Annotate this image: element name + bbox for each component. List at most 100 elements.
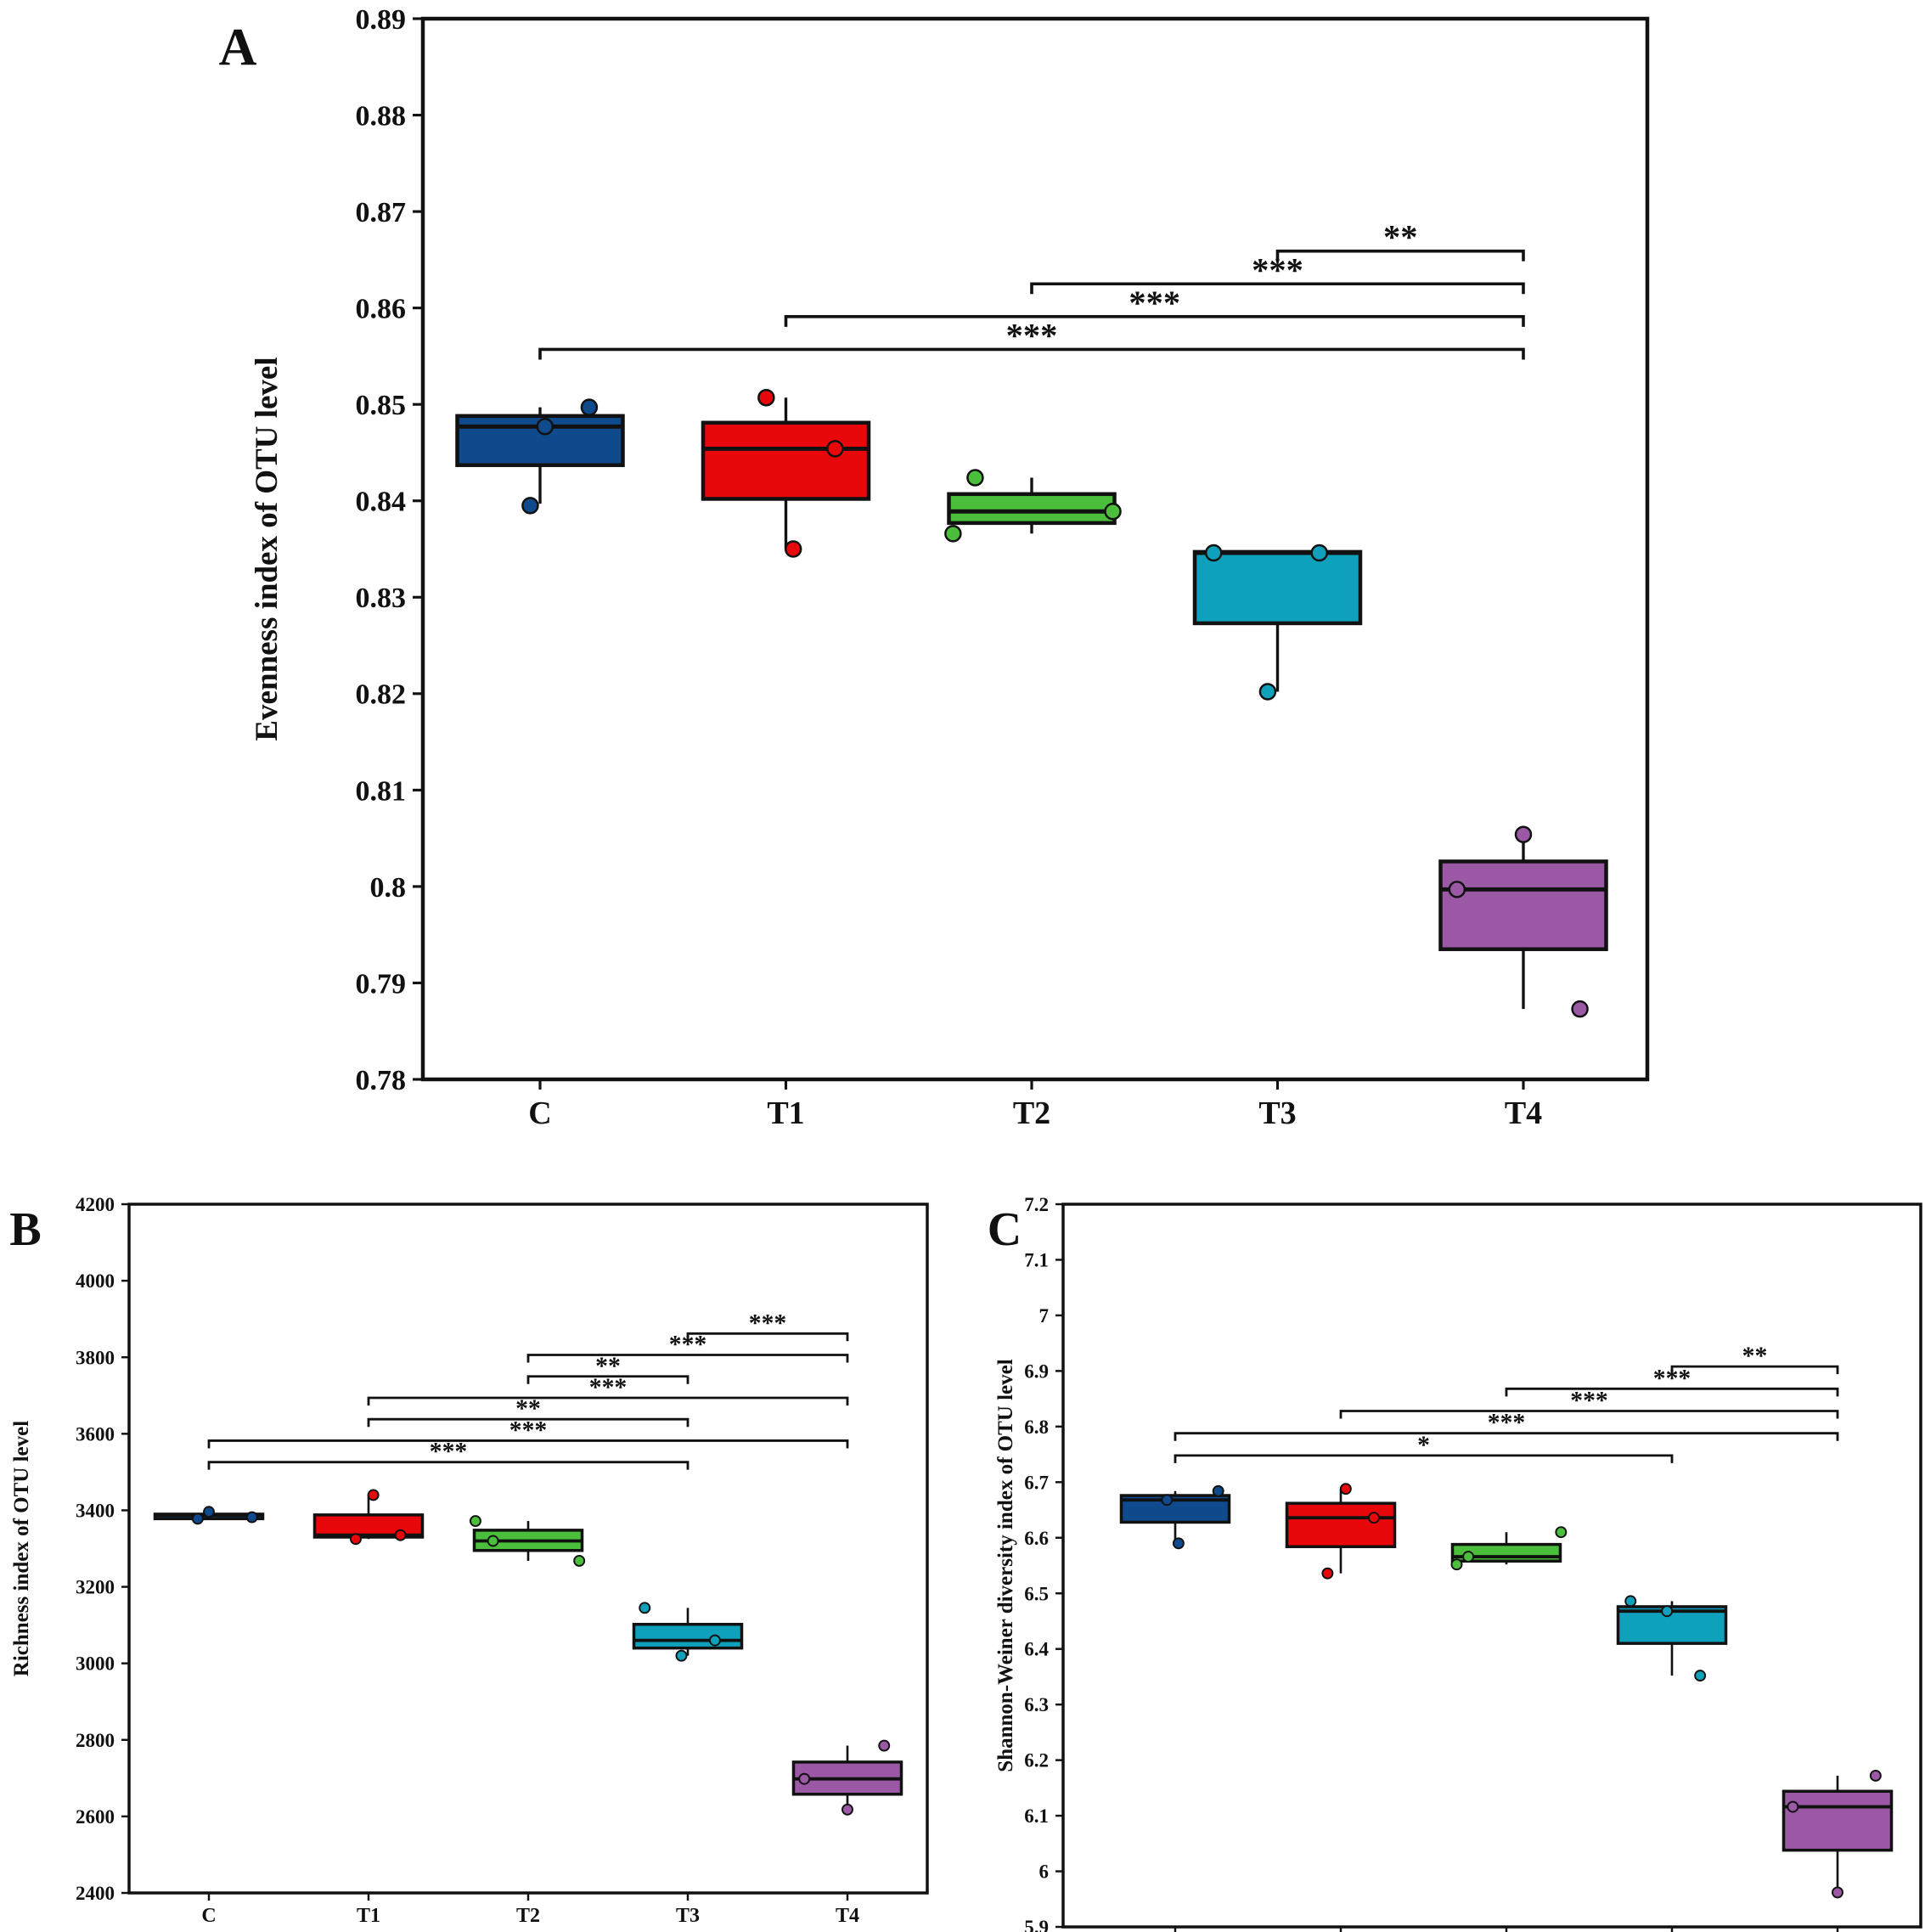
significance-bracket xyxy=(526,1354,849,1363)
data-point-c xyxy=(203,1506,215,1518)
data-point-t3 xyxy=(639,1602,651,1614)
significance-bracket xyxy=(538,347,1525,360)
x-tick-label-t4: T4 xyxy=(1505,1096,1542,1131)
significance-label: ** xyxy=(595,1353,621,1380)
data-point-t3 xyxy=(1661,1605,1674,1618)
y-tick-label: 6.3 xyxy=(1024,1694,1049,1715)
significance-label: *** xyxy=(1653,1365,1691,1392)
y-tick-label: 0.78 xyxy=(356,1065,407,1096)
panel-a: A Evenness index of OTU level 0.78 0.79 0.8 0… xyxy=(219,4,1650,1131)
data-point-t2 xyxy=(573,1554,586,1567)
significance-label: *** xyxy=(1488,1410,1526,1437)
significance-label: * xyxy=(1417,1432,1430,1459)
x-tick-label-t1: T1 xyxy=(357,1905,380,1927)
data-point-c xyxy=(536,418,554,436)
y-tick-label: 6.9 xyxy=(1024,1360,1049,1382)
y-tick-label: 2600 xyxy=(76,1806,115,1828)
y-tick-label: 6.4 xyxy=(1024,1639,1049,1660)
data-point-c xyxy=(191,1512,204,1525)
data-point-t4 xyxy=(1787,1800,1799,1813)
data-point-t4 xyxy=(1448,881,1466,898)
data-point-t1 xyxy=(784,540,802,558)
box-t1 xyxy=(1285,1501,1397,1548)
data-point-t4 xyxy=(841,1803,853,1816)
significance-label: ** xyxy=(515,1395,541,1422)
data-point-t3 xyxy=(1624,1595,1637,1608)
y-tick-label: 3800 xyxy=(76,1347,115,1368)
y-tick-label: 3400 xyxy=(76,1500,115,1521)
data-point-t2 xyxy=(1462,1551,1475,1563)
significance-bracket xyxy=(1505,1387,1839,1397)
data-point-t1 xyxy=(1321,1567,1334,1580)
data-point-t1 xyxy=(394,1529,407,1541)
box-t1 xyxy=(701,420,871,501)
y-tick-label: 6.6 xyxy=(1024,1528,1049,1549)
significance-bracket xyxy=(1275,249,1525,262)
significance-label: *** xyxy=(589,1374,628,1401)
data-point-t2 xyxy=(469,1515,481,1528)
data-point-t1 xyxy=(757,388,775,407)
panel-letter: B xyxy=(9,1203,41,1256)
x-tick-label-t3: T3 xyxy=(1258,1096,1296,1131)
data-point-t3 xyxy=(1258,683,1277,701)
data-point-t4 xyxy=(798,1772,811,1785)
significance-bracket xyxy=(367,1396,849,1405)
y-axis-label: Richness index of OTU level xyxy=(10,1421,33,1676)
data-point-t1 xyxy=(1368,1512,1380,1524)
y-tick-label: 0.89 xyxy=(356,4,407,36)
significance-label: *** xyxy=(749,1310,787,1337)
panel-letter: C xyxy=(988,1203,1022,1256)
data-point-t4 xyxy=(1869,1769,1882,1782)
y-tick-label: 0.85 xyxy=(356,390,407,421)
data-point-t3 xyxy=(1694,1670,1707,1682)
y-axis-label: Evenness index of OTU level xyxy=(250,357,284,741)
y-tick-label: 7.1 xyxy=(1024,1250,1049,1271)
y-tick-label: 6.1 xyxy=(1024,1805,1049,1827)
y-tick-label: 6.8 xyxy=(1024,1417,1049,1438)
significance-bracket xyxy=(526,1375,690,1384)
significance-label: ** xyxy=(1383,218,1418,256)
plot-frame xyxy=(127,1203,929,1895)
significance-label: *** xyxy=(1252,251,1303,289)
data-point-t3 xyxy=(708,1634,721,1647)
x-tick-label-t4: T4 xyxy=(836,1905,859,1927)
data-point-t4 xyxy=(1571,1000,1589,1018)
data-point-t1 xyxy=(349,1533,362,1546)
significance-label: *** xyxy=(1006,316,1058,354)
data-point-t2 xyxy=(1104,502,1122,521)
y-tick-label: 0.83 xyxy=(356,583,407,614)
y-tick-label: 6.7 xyxy=(1024,1472,1049,1493)
y-tick-label: 0.8 xyxy=(370,872,407,904)
data-point-t1 xyxy=(1339,1483,1352,1495)
x-tick-label-c: C xyxy=(528,1096,551,1131)
significance-label: ** xyxy=(1742,1343,1768,1370)
data-point-t2 xyxy=(1450,1558,1463,1571)
y-tick-label: 2800 xyxy=(76,1730,115,1751)
box-t4 xyxy=(1438,859,1608,951)
significance-bracket xyxy=(367,1417,690,1428)
significance-bracket xyxy=(1174,1432,1839,1441)
y-tick-label: 6 xyxy=(1039,1862,1050,1883)
data-point-c xyxy=(580,398,599,416)
data-point-c xyxy=(1161,1494,1174,1507)
data-point-c xyxy=(245,1511,258,1524)
y-tick-label: 3000 xyxy=(76,1653,115,1675)
box-t3 xyxy=(632,1622,744,1650)
data-point-t2 xyxy=(966,469,984,487)
significance-label: *** xyxy=(1129,284,1180,322)
box-t4 xyxy=(1781,1789,1894,1852)
y-tick-label: 3200 xyxy=(76,1577,115,1598)
y-tick-label: 7.2 xyxy=(1024,1194,1049,1215)
y-tick-label: 2400 xyxy=(76,1883,115,1904)
data-point-t2 xyxy=(487,1535,499,1547)
significance-bracket xyxy=(1339,1410,1839,1419)
data-point-t2 xyxy=(1555,1526,1568,1539)
data-point-t3 xyxy=(1204,544,1223,562)
y-tick-label: 0.87 xyxy=(356,197,407,228)
y-tick-label: 5.9 xyxy=(1024,1917,1049,1932)
data-point-t4 xyxy=(1832,1886,1843,1899)
box-t2 xyxy=(947,492,1117,526)
data-point-t3 xyxy=(675,1649,688,1662)
significance-label: *** xyxy=(1570,1388,1608,1415)
